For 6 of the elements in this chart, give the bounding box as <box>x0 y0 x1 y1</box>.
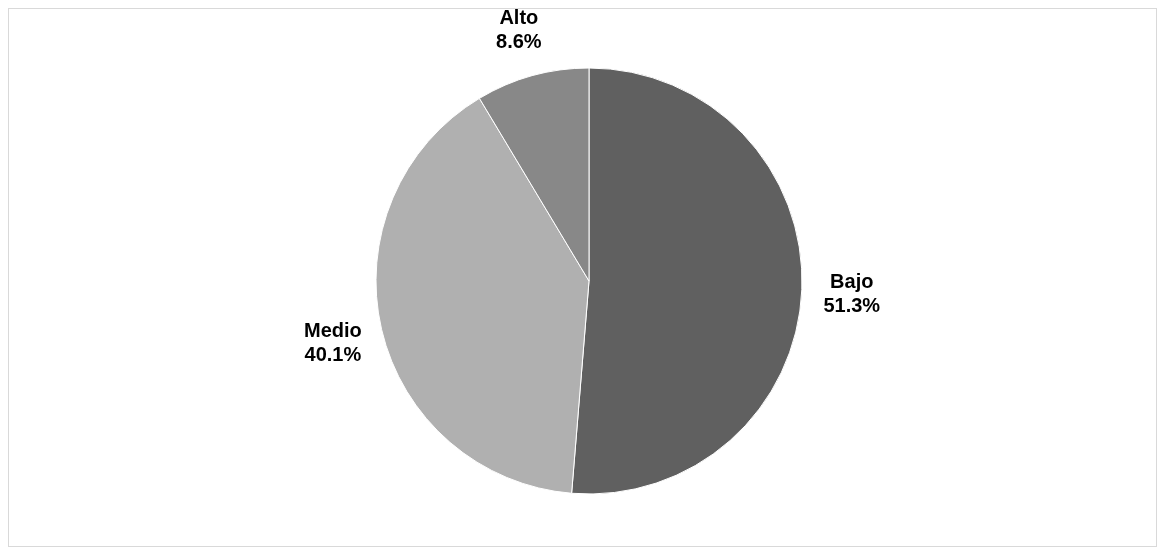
slice-label: Bajo <box>830 269 874 292</box>
slice-label: Medio <box>304 318 362 341</box>
data-label: 51.3% <box>823 293 881 316</box>
slice-label: Alto <box>499 5 539 28</box>
data-label: 8.6% <box>496 29 542 52</box>
data-label: 40.1% <box>304 342 362 365</box>
